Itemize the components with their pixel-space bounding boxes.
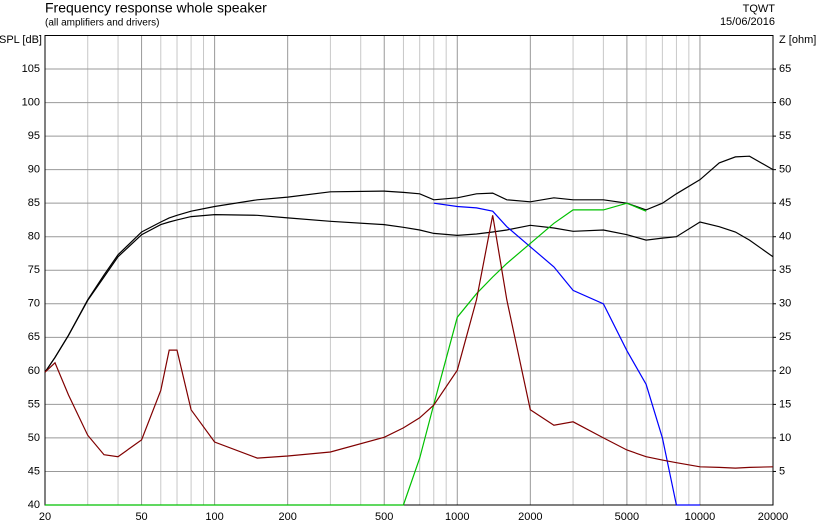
y-tick-label: 50: [28, 432, 40, 444]
x-tick-label: 10000: [685, 511, 716, 523]
y-tick-label: 60: [28, 365, 40, 377]
y-tick-label: 45: [28, 465, 40, 477]
y-tick-label: 55: [28, 398, 40, 410]
y-axis-label: SPL [dB]: [0, 34, 42, 46]
y2-tick-label: 10: [779, 432, 791, 444]
y2-tick-label: 5: [779, 465, 785, 477]
plot-frame: [44, 35, 774, 506]
y2-tick-label: 35: [779, 264, 791, 276]
x-tick-label: 5000: [615, 511, 639, 523]
x-tick-label: 20: [39, 511, 51, 523]
x-tick-label: 1000: [445, 511, 469, 523]
y-tick-label: 80: [28, 231, 40, 243]
series-line: [44, 213, 774, 373]
y2-tick-label: 50: [779, 164, 791, 176]
x-tick-label: 100: [205, 511, 223, 523]
chart-subtitle: (all amplifiers and drivers): [45, 18, 159, 29]
series-line: [44, 215, 774, 469]
y2-tick-label: 40: [779, 231, 791, 243]
y2-tick-label: 20: [779, 365, 791, 377]
series-line: [433, 202, 700, 506]
y-tick-label: 105: [22, 63, 40, 75]
y2-tick-label: 45: [779, 197, 791, 209]
chart-title: Frequency response whole speaker: [45, 0, 267, 16]
series-line: [45, 202, 647, 506]
y2-tick-label: 55: [779, 130, 791, 142]
y2-tick-label: 15: [779, 398, 791, 410]
x-tick-label: 500: [375, 511, 393, 523]
y-tick-label: 90: [28, 164, 40, 176]
y-tick-label: 95: [28, 130, 40, 142]
y-tick-label: 65: [28, 331, 40, 343]
x-tick-label: 2000: [518, 511, 542, 523]
y2-tick-label: 25: [779, 331, 791, 343]
annotation: TQWT: [743, 3, 776, 15]
y-tick-label: 70: [28, 298, 40, 310]
y-tick-label: 40: [28, 499, 40, 511]
x-tick-label: 200: [278, 511, 296, 523]
series-line: [44, 155, 774, 373]
y-tick-label: 85: [28, 197, 40, 209]
y2-tick-label: 65: [779, 63, 791, 75]
annotation: 15/06/2016: [720, 16, 775, 28]
y2-axis-label: Z [ohm]: [779, 34, 816, 46]
y2-tick-label: 30: [779, 298, 791, 310]
y-tick-label: 100: [22, 96, 40, 108]
y2-tick-label: 60: [779, 96, 791, 108]
x-tick-label: 50: [135, 511, 147, 523]
y-tick-label: 75: [28, 264, 40, 276]
x-tick-label: 20000: [758, 511, 789, 523]
